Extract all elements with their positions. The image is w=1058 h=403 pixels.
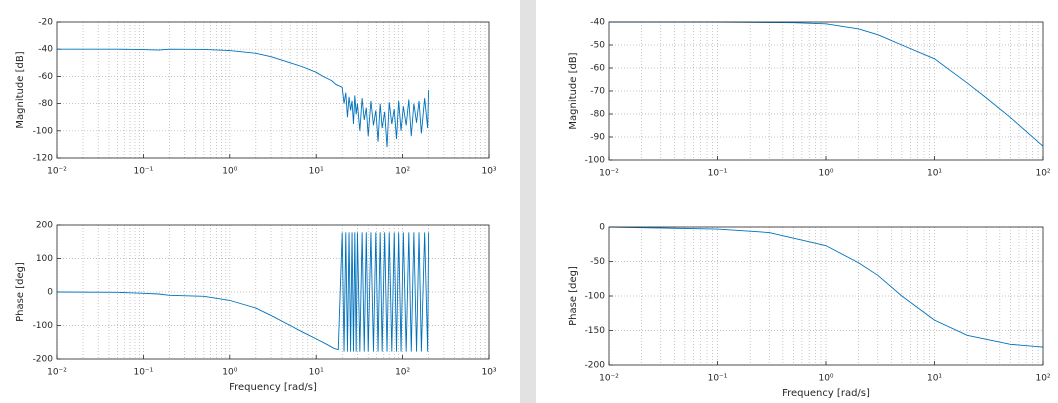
y-tick-label: -40	[38, 45, 53, 55]
y-tick-label: -200	[585, 361, 606, 371]
x-tick-label: 10²	[395, 167, 410, 177]
x-axis-label: Frequency [rad/s]	[782, 388, 870, 399]
data-line	[56, 232, 430, 352]
x-tick-label: 10³	[481, 167, 496, 177]
x-tick-label: 10⁻²	[47, 167, 67, 177]
x-tick-label: 10²	[1035, 169, 1050, 179]
y-axis-label: Phase [deg]	[15, 262, 26, 322]
x-tick-label: 10⁻¹	[708, 374, 728, 384]
y-tick-label: -90	[590, 133, 605, 143]
x-tick-label: 10¹	[309, 368, 324, 378]
x-tick-label: 10¹	[309, 167, 324, 177]
x-tick-label: 10⁰	[818, 169, 833, 179]
y-tick-label: 100	[36, 254, 53, 264]
x-tick-label: 10³	[481, 368, 496, 378]
y-tick-label: -80	[590, 110, 605, 120]
x-tick-label: 10¹	[927, 169, 942, 179]
y-axis-label: Magnitude [dB]	[568, 52, 579, 129]
y-axis-label: Phase [deg]	[568, 266, 579, 326]
x-tick-label: 10²	[395, 368, 410, 378]
data-line	[608, 226, 1044, 348]
x-tick-label: 10⁰	[222, 368, 237, 378]
y-tick-label: 200	[36, 221, 53, 231]
y-tick-label: -40	[590, 18, 605, 28]
axes-box	[56, 224, 490, 360]
y-tick-label: -20	[38, 18, 53, 28]
x-tick-label: 10⁰	[222, 167, 237, 177]
y-tick-label: -80	[38, 99, 53, 109]
y-tick-label: -100	[33, 126, 54, 136]
x-tick-label: 10⁰	[818, 374, 833, 384]
x-tick-label: 10⁻²	[599, 374, 619, 384]
y-tick-label: -120	[33, 154, 54, 164]
x-tick-label: 10⁻¹	[133, 167, 153, 177]
separator	[520, 0, 536, 403]
right-panel	[536, 0, 1058, 403]
x-tick-label: 10⁻¹	[708, 169, 728, 179]
y-tick-label: 0	[599, 223, 605, 233]
y-tick-label: -70	[590, 87, 605, 97]
y-tick-label: -150	[585, 326, 606, 336]
x-tick-label: 10⁻²	[599, 169, 619, 179]
y-axis-label: Magnitude [dB]	[15, 51, 26, 128]
left-panel	[0, 0, 520, 403]
data-line	[609, 21, 1044, 147]
x-axis-label: Frequency [rad/s]	[229, 382, 317, 393]
x-tick-label: 10¹	[927, 374, 942, 384]
data-line	[57, 48, 430, 148]
axes-box	[608, 226, 1044, 366]
axes-box	[608, 21, 1044, 161]
y-tick-label: -200	[33, 355, 54, 365]
axes-box	[56, 21, 490, 159]
y-tick-label: -50	[590, 41, 605, 51]
y-tick-label: -100	[585, 156, 606, 166]
y-tick-label: 0	[47, 288, 53, 298]
y-tick-label: -60	[38, 72, 53, 82]
y-tick-label: -100	[33, 321, 54, 331]
x-tick-label: 10⁻¹	[133, 368, 153, 378]
y-tick-label: -60	[590, 64, 605, 74]
y-tick-label: -100	[585, 292, 606, 302]
y-tick-label: -50	[590, 257, 605, 267]
x-tick-label: 10²	[1035, 374, 1050, 384]
x-tick-label: 10⁻²	[47, 368, 67, 378]
